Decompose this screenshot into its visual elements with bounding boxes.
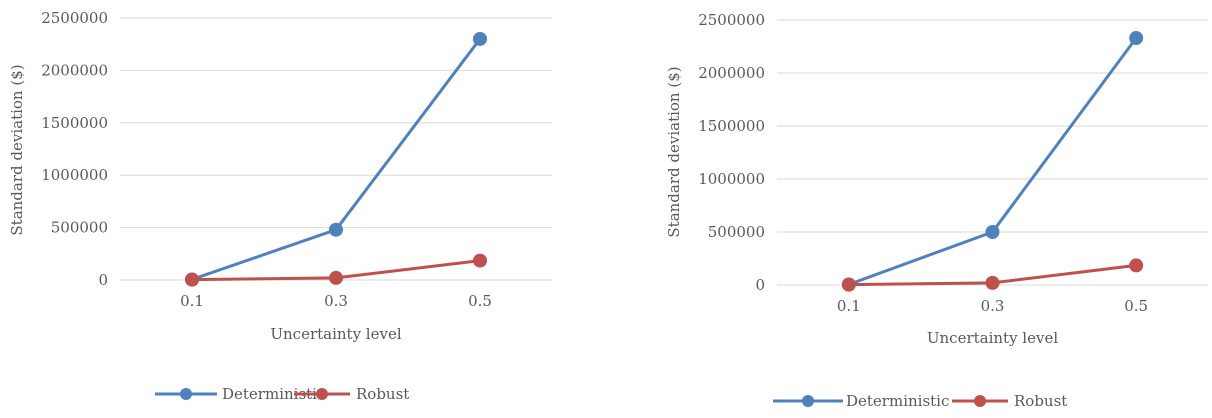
chart1-legend-label-robust: Robust (356, 385, 409, 403)
chart2-point-robust (1129, 258, 1144, 273)
chart1-legend-marker-deterministic (180, 388, 192, 400)
chart2-point-deterministic (985, 225, 1000, 239)
chart2-x-tick-label: 0.3 (981, 297, 1005, 315)
chart2-x-axis-title: Uncertainty level (927, 329, 1058, 347)
chart2-y-tick-label: 1000000 (698, 170, 765, 188)
chart-right: 0 500000 1000000 1500000 2000000 2500000 0.1 0.… (605, 0, 1212, 414)
chart1-x-axis-title: Uncertainty level (270, 325, 401, 343)
chart1-y-tick-label: 500000 (51, 219, 108, 237)
chart1-legend-marker-robust (316, 388, 328, 400)
chart2-y-tick-label: 2500000 (698, 11, 765, 29)
chart1-point-robust (185, 272, 199, 287)
chart2-point-robust (985, 275, 1000, 290)
chart1-y-axis-title: Standard deviation ($) (8, 64, 26, 235)
chart1-y-tick-label: 2500000 (41, 9, 108, 27)
chart1-x-tick-label: 0.3 (324, 292, 348, 310)
chart-left-svg: 0 500000 1000000 1500000 2000000 2500000 0.1 0.… (8, 9, 552, 403)
chart1-point-deterministic (329, 222, 343, 237)
chart-right-svg: 0 500000 1000000 1500000 2000000 2500000 0.1 0.… (665, 11, 1208, 410)
chart1-y-tick-label: 2000000 (41, 61, 108, 79)
chart-left: 0 500000 1000000 1500000 2000000 2500000 0.1 0.… (0, 0, 600, 414)
chart2-y-axis-title: Standard deviation ($) (665, 66, 683, 237)
chart1-legend-label-deterministic: Deterministic (222, 385, 325, 403)
chart1-point-deterministic (473, 31, 487, 46)
chart1-y-tick-label: 1500000 (41, 114, 108, 132)
chart2-y-tick-label: 2000000 (698, 64, 765, 82)
chart2-x-tick-label: 0.5 (1124, 297, 1148, 315)
chart1-point-robust (473, 253, 487, 268)
chart1-series-line-deterministic (191, 38, 482, 281)
chart2-point-deterministic (1129, 31, 1144, 46)
chart2-point-robust (841, 277, 856, 292)
chart1-x-tick-label: 0.5 (468, 292, 492, 310)
chart1-point-robust (329, 270, 343, 285)
chart2-y-tick-label: 1500000 (698, 117, 765, 135)
chart1-y-tick-label: 0 (98, 271, 108, 289)
chart2-series-line-deterministic (848, 37, 1138, 286)
chart2-legend-marker-deterministic (802, 395, 814, 407)
chart2-y-tick-label: 0 (755, 276, 765, 294)
chart2-legend-label-robust: Robust (1014, 392, 1067, 410)
chart1-y-tick-label: 1000000 (41, 166, 108, 184)
chart2-legend-marker-robust (974, 395, 986, 407)
chart1-x-tick-label: 0.1 (180, 292, 204, 310)
chart2-x-tick-label: 0.1 (837, 297, 861, 315)
chart2-legend-label-deterministic: Deterministic (846, 392, 949, 410)
chart2-y-tick-label: 500000 (708, 223, 765, 241)
